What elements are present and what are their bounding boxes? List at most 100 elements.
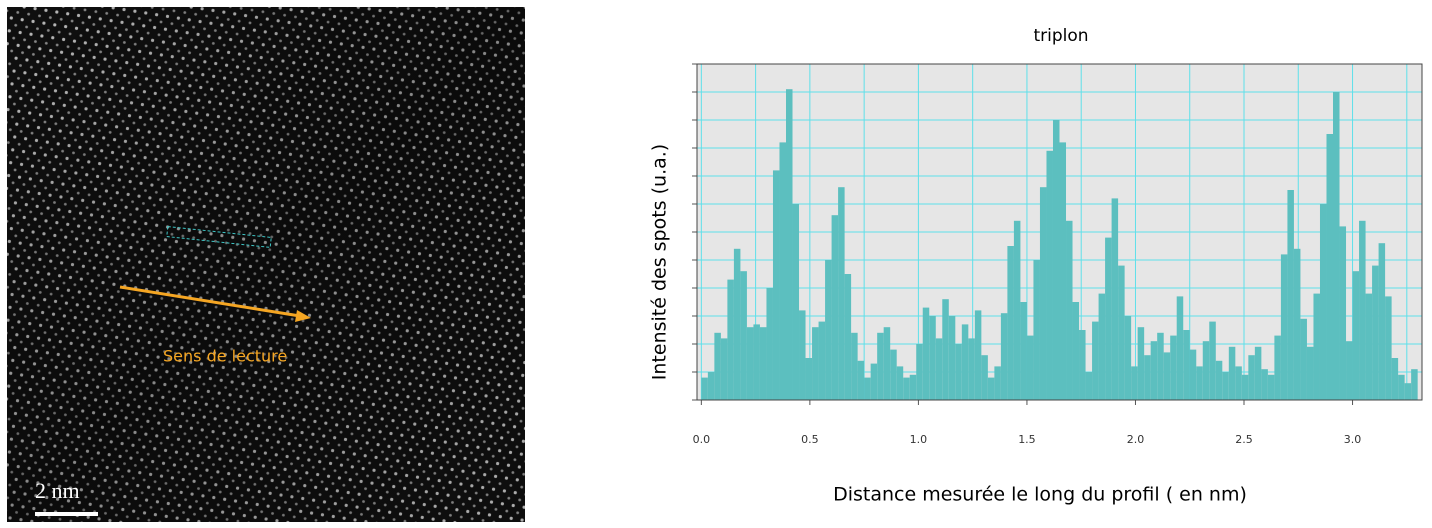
bar bbox=[1280, 254, 1288, 400]
bar bbox=[1333, 92, 1340, 400]
bar bbox=[1352, 271, 1360, 400]
bar bbox=[1020, 302, 1027, 400]
bar bbox=[785, 89, 793, 400]
bar bbox=[1144, 355, 1151, 400]
bar bbox=[896, 366, 904, 400]
bar bbox=[1202, 341, 1210, 400]
plot-frame bbox=[696, 63, 1423, 401]
bar bbox=[1313, 293, 1320, 400]
bar bbox=[1248, 355, 1255, 400]
bar bbox=[818, 321, 826, 400]
bar bbox=[1287, 190, 1294, 400]
bar bbox=[1235, 366, 1242, 400]
bar bbox=[1163, 352, 1171, 400]
bar bbox=[1215, 360, 1223, 400]
bar bbox=[1404, 383, 1412, 400]
bar bbox=[727, 279, 734, 400]
bar bbox=[831, 215, 839, 400]
bar bbox=[877, 332, 884, 400]
bar bbox=[1066, 220, 1073, 400]
bar bbox=[792, 204, 800, 400]
bar bbox=[1365, 293, 1373, 400]
x-tick-label: 3.0 bbox=[1344, 433, 1362, 446]
bar bbox=[955, 344, 962, 400]
y-axis-label: Intensité des spots (u.a.) bbox=[649, 144, 671, 380]
chart: triplon Distance mesurée le long du prof… bbox=[649, 26, 1423, 506]
bar bbox=[740, 271, 747, 400]
x-tick-label: 0.5 bbox=[801, 433, 819, 446]
bar bbox=[1274, 335, 1281, 400]
bar bbox=[948, 316, 956, 400]
micrograph: Sens de lecture 2 nm bbox=[7, 7, 525, 522]
bar bbox=[1222, 372, 1229, 400]
bar bbox=[890, 349, 897, 400]
x-tick-label: 2.5 bbox=[1235, 433, 1253, 446]
bar bbox=[903, 377, 910, 400]
x-tick-label: 0.0 bbox=[693, 433, 711, 446]
bar bbox=[1293, 248, 1301, 400]
bar bbox=[909, 374, 917, 400]
bar bbox=[851, 332, 858, 400]
bar bbox=[1118, 265, 1125, 400]
bar bbox=[968, 338, 975, 400]
bar bbox=[1385, 296, 1392, 400]
bar bbox=[1306, 346, 1314, 400]
bar bbox=[916, 344, 923, 400]
annotation: triplon bbox=[1033, 26, 1088, 46]
bar bbox=[1339, 226, 1347, 400]
bar bbox=[1079, 330, 1086, 400]
bar bbox=[1026, 335, 1034, 400]
bar bbox=[935, 338, 943, 400]
bar bbox=[753, 324, 760, 400]
bar bbox=[779, 142, 786, 400]
bar bbox=[1098, 293, 1106, 400]
x-axis-label: Distance mesurée le long du profil ( en … bbox=[833, 484, 1247, 506]
bar bbox=[1346, 341, 1353, 400]
bar bbox=[1046, 150, 1053, 400]
bar bbox=[1124, 316, 1132, 400]
bar bbox=[857, 360, 865, 400]
bar bbox=[1391, 358, 1399, 400]
bar bbox=[883, 327, 891, 400]
bar bbox=[1052, 120, 1060, 400]
bar bbox=[1157, 332, 1164, 400]
bar bbox=[772, 170, 780, 400]
bar bbox=[1209, 321, 1216, 400]
bar bbox=[942, 299, 949, 400]
scale-bar-label: 2 nm bbox=[35, 478, 80, 503]
bar bbox=[1170, 335, 1177, 400]
bar bbox=[1072, 302, 1080, 400]
bar bbox=[929, 316, 936, 400]
bar bbox=[1372, 265, 1379, 400]
bar bbox=[805, 358, 813, 400]
bar bbox=[720, 338, 728, 400]
bar bbox=[1326, 134, 1334, 400]
bar bbox=[974, 310, 982, 400]
bar bbox=[1359, 220, 1366, 400]
bar bbox=[1398, 374, 1405, 400]
bar bbox=[1189, 349, 1197, 400]
arrow-head bbox=[295, 310, 311, 322]
bar bbox=[746, 327, 754, 400]
bar bbox=[1183, 330, 1190, 400]
x-tick-label: 1.0 bbox=[910, 433, 928, 446]
bar bbox=[1085, 372, 1093, 400]
bar bbox=[838, 187, 845, 400]
bar bbox=[1137, 327, 1145, 400]
bar bbox=[714, 332, 721, 400]
bar bbox=[987, 377, 995, 400]
scale-bar bbox=[35, 512, 98, 516]
bar bbox=[799, 310, 806, 400]
bar bbox=[1300, 318, 1307, 400]
micrograph-shade bbox=[7, 7, 525, 522]
bar bbox=[1261, 369, 1268, 400]
bar bbox=[1105, 237, 1112, 400]
bar bbox=[1267, 374, 1275, 400]
bar bbox=[812, 327, 819, 400]
bar bbox=[1378, 243, 1386, 400]
bar bbox=[1013, 220, 1021, 400]
bar bbox=[1254, 346, 1262, 400]
bar bbox=[1039, 187, 1047, 400]
bar bbox=[1228, 346, 1236, 400]
